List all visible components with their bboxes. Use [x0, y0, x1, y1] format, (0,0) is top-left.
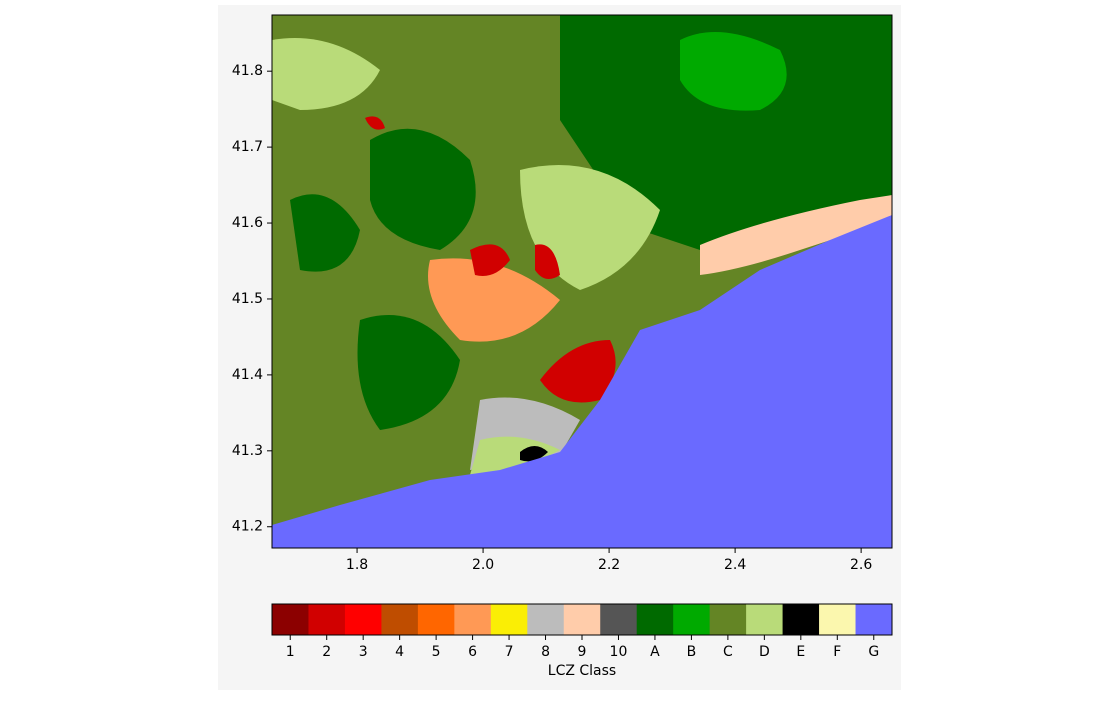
colorbar-swatch	[417, 604, 455, 635]
forest	[290, 194, 360, 272]
colorbar-swatch	[746, 604, 784, 635]
forest	[357, 315, 460, 430]
x-tick-label: 2.0	[472, 557, 494, 573]
forest	[370, 128, 476, 250]
colorbar-swatch	[308, 604, 346, 635]
colorbar-swatch	[490, 604, 528, 635]
x-tick-label: 2.2	[598, 557, 620, 573]
y-tick-label: 41.6	[232, 215, 263, 231]
colorbar-tick-label: 3	[359, 644, 368, 660]
colorbar-swatch	[272, 604, 309, 635]
map-frame	[271, 14, 893, 549]
colorbar-tick-label: 4	[395, 644, 404, 660]
colorbar-tick-label: B	[687, 644, 697, 660]
urban	[535, 244, 560, 279]
urban	[470, 244, 510, 276]
colorbar-frame	[271, 603, 893, 636]
x-tick-label: 2.6	[850, 557, 872, 573]
colorbar-swatch	[673, 604, 711, 635]
colorbar-tick-label: 6	[468, 644, 477, 660]
paved	[520, 446, 548, 462]
colorbar-tick-label: D	[759, 644, 770, 660]
colorbar-swatch	[819, 604, 857, 635]
y-tick-label: 41.8	[232, 63, 263, 79]
urban	[540, 340, 616, 403]
x-tick-label: 1.8	[346, 557, 368, 573]
urban-open	[428, 258, 560, 342]
colorbar-tick-label: G	[868, 644, 879, 660]
colorbar-swatch	[344, 604, 382, 635]
colorbar-tick-label: F	[833, 644, 841, 660]
colorbar-swatch	[782, 604, 820, 635]
colorbar-tick-label: 2	[322, 644, 331, 660]
colorbar-tick-label: 7	[505, 644, 514, 660]
colorbar-swatch	[381, 604, 419, 635]
colorbar-tick-label: 5	[432, 644, 441, 660]
urban-sparse	[700, 195, 892, 275]
urban	[365, 116, 385, 130]
colorbar-swatch	[563, 604, 601, 635]
y-tick-label: 41.4	[232, 367, 263, 383]
colorbar-swatch	[855, 604, 893, 635]
colorbar-tick-label: 8	[541, 644, 550, 660]
colorbar-swatch	[600, 604, 638, 635]
y-tick-label: 41.7	[232, 139, 263, 155]
lcz-map	[272, 15, 892, 548]
colorbar-tick-label: 1	[286, 644, 295, 660]
colorbar-tick-label: 10	[610, 644, 628, 660]
colorbar-tick-label: E	[796, 644, 805, 660]
colorbar-swatch	[636, 604, 674, 635]
colorbar-tick-label: 9	[578, 644, 587, 660]
colorbar-label: LCZ Class	[548, 663, 616, 679]
low-plants	[470, 436, 560, 475]
x-tick-label: 2.4	[724, 557, 746, 573]
colorbar-tick-label: C	[723, 644, 733, 660]
y-tick-label: 41.3	[232, 443, 263, 459]
colorbar-swatch	[709, 604, 747, 635]
forest-b	[680, 32, 787, 111]
y-tick-label: 41.2	[232, 519, 263, 535]
y-tick-label: 41.5	[232, 291, 263, 307]
low-plants	[272, 38, 380, 110]
colorbar-swatch	[527, 604, 565, 635]
sea	[272, 215, 892, 548]
colorbar-swatch	[454, 604, 492, 635]
forest	[560, 15, 892, 250]
colorbar-tick-label: A	[650, 644, 660, 660]
